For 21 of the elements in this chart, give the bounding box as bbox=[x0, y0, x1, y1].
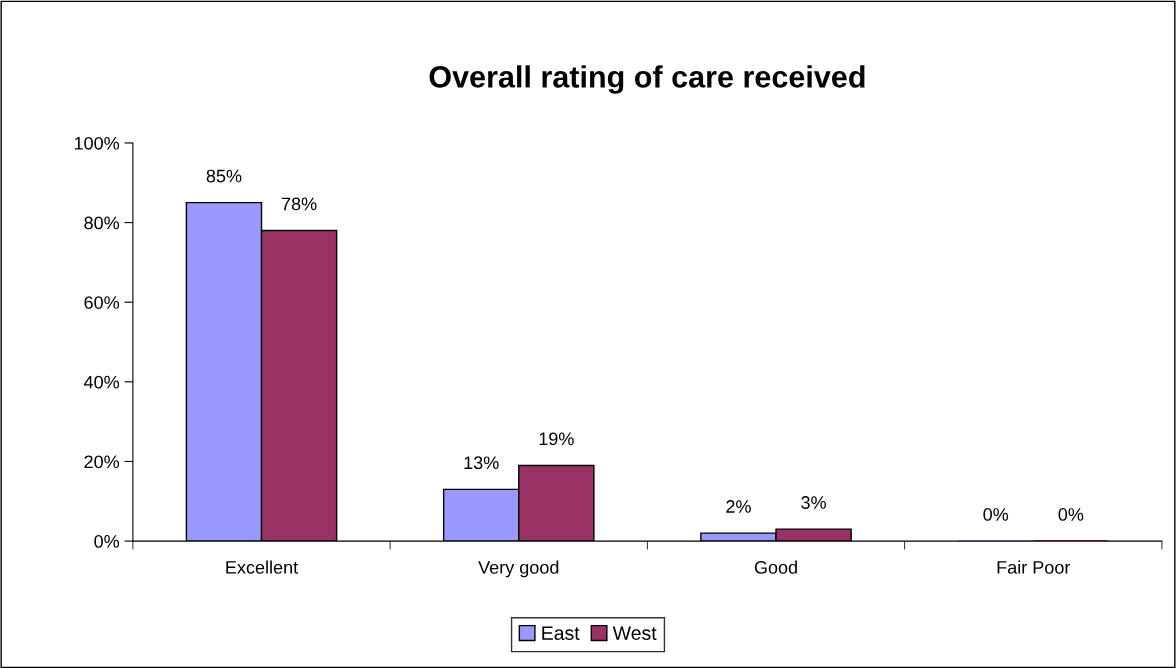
data-label: 0% bbox=[983, 508, 1009, 521]
y-tick-label: 60% bbox=[84, 296, 120, 309]
legend-label: East bbox=[542, 626, 580, 640]
x-tick-label: Excellent bbox=[226, 560, 299, 574]
y-tick-label: 100% bbox=[74, 136, 120, 150]
y-tick-label: 40% bbox=[83, 375, 120, 389]
chart-title: Overall rating of care received bbox=[429, 65, 865, 94]
data-label: 3% bbox=[801, 496, 826, 509]
data-label: 0% bbox=[1058, 508, 1084, 521]
data-label: 19% bbox=[539, 432, 574, 446]
y-tick-label: 80% bbox=[84, 216, 120, 230]
data-label: 85% bbox=[206, 169, 242, 183]
x-tick-label: Fair Poor bbox=[997, 560, 1071, 574]
data-label: 2% bbox=[726, 500, 751, 513]
x-tick-label: Good bbox=[754, 560, 797, 574]
y-tick-label: 20% bbox=[84, 455, 120, 469]
x-tick-label: Very good bbox=[478, 560, 559, 578]
y-tick-label: 0% bbox=[94, 535, 120, 548]
data-label: 13% bbox=[464, 456, 499, 470]
legend-label: West bbox=[612, 626, 657, 640]
data-label: 78% bbox=[281, 197, 317, 211]
